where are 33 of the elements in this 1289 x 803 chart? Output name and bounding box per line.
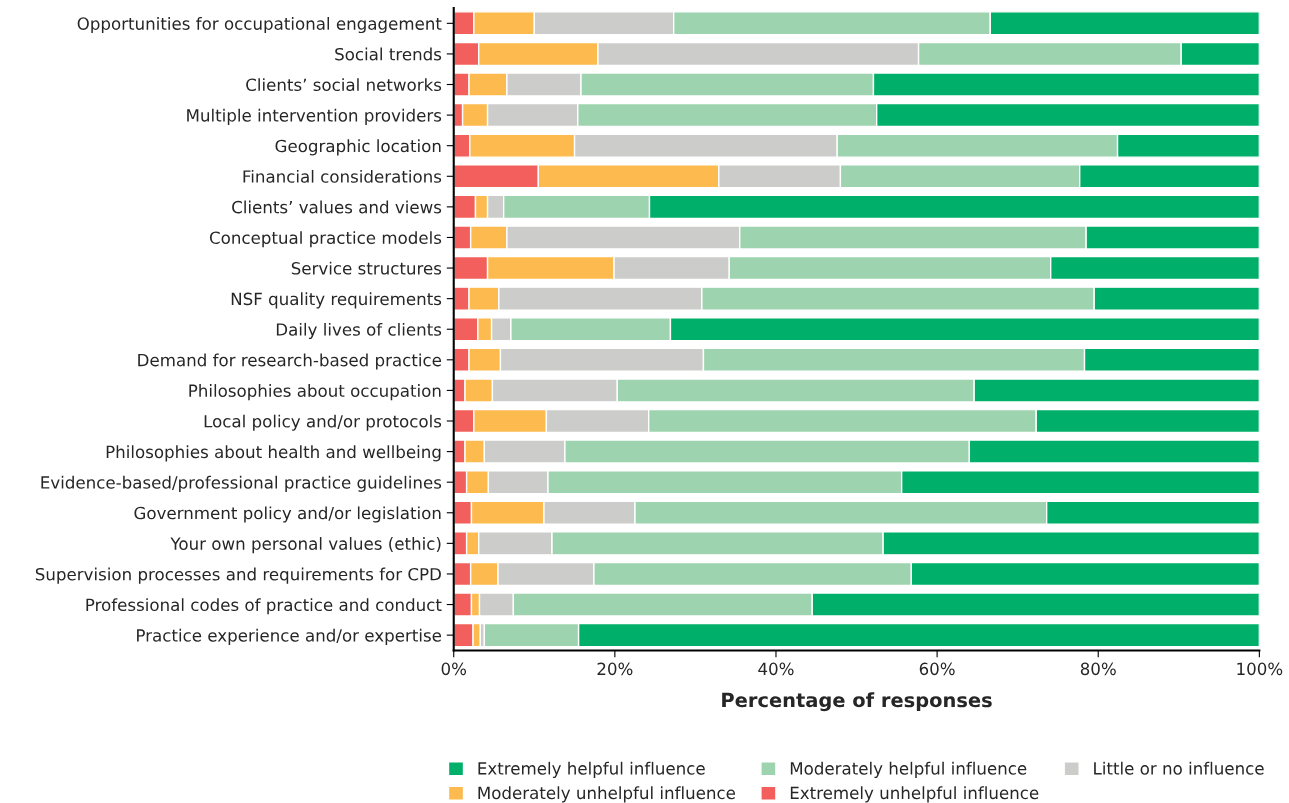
y-tick-label: Evidence-based/professional practice guidelines <box>41 475 442 492</box>
y-tick-label: Financial considerations <box>243 169 442 183</box>
x-axis-title: Percentage of responses <box>722 692 992 712</box>
y-tick-label: Service structures <box>291 261 442 275</box>
y-tick-label: Local policy and/or protocols <box>204 414 442 431</box>
legend-label: Moderately helpful influence <box>790 761 1027 778</box>
y-tick-label: Multiple intervention providers <box>187 108 442 125</box>
y-tick-label: Clients’ values and views <box>232 200 442 214</box>
x-tick-label: 0% <box>441 662 467 676</box>
y-tick-label: Opportunities for occupational engagement <box>77 16 442 34</box>
y-tick-label: Professional codes of practice and conduct <box>86 598 442 615</box>
y-tick-label: Government policy and/or legislation <box>134 506 441 523</box>
x-tick-label: 40% <box>758 662 794 676</box>
y-tick-label: Practice experience and/or expertise <box>137 628 442 645</box>
x-tick-label: 60% <box>919 662 955 676</box>
y-tick-label: Clients’ social networks <box>246 78 442 92</box>
y-tick-label: NSF quality requirements <box>231 292 442 309</box>
y-tick-label: Philosophies about occupation <box>189 384 441 401</box>
y-tick-label: Philosophies about health and wellbeing <box>106 445 441 462</box>
x-tick-label: 100% <box>1237 662 1283 676</box>
legend-label: Moderately unhelpful influence <box>478 786 736 803</box>
y-tick-label: Social trends <box>335 47 442 61</box>
legend-label: Extremely helpful influence <box>478 761 705 778</box>
y-tick-label: Demand for research-based practice <box>138 353 442 370</box>
y-tick-label: Geographic location <box>275 139 441 156</box>
legend-label: Extremely unhelpful influence <box>790 786 1039 803</box>
y-tick-label: Daily lives of clients <box>276 322 442 340</box>
y-tick-label: Conceptual practice models <box>209 231 442 248</box>
y-tick-label: Supervision processes and requirements for CPD <box>35 567 441 584</box>
x-tick-label: 20% <box>597 662 633 676</box>
x-tick-label: 80% <box>1080 662 1116 676</box>
legend-label: Little or no influence <box>1094 761 1264 775</box>
y-tick-label: Your own personal values (ethic) <box>170 537 441 554</box>
